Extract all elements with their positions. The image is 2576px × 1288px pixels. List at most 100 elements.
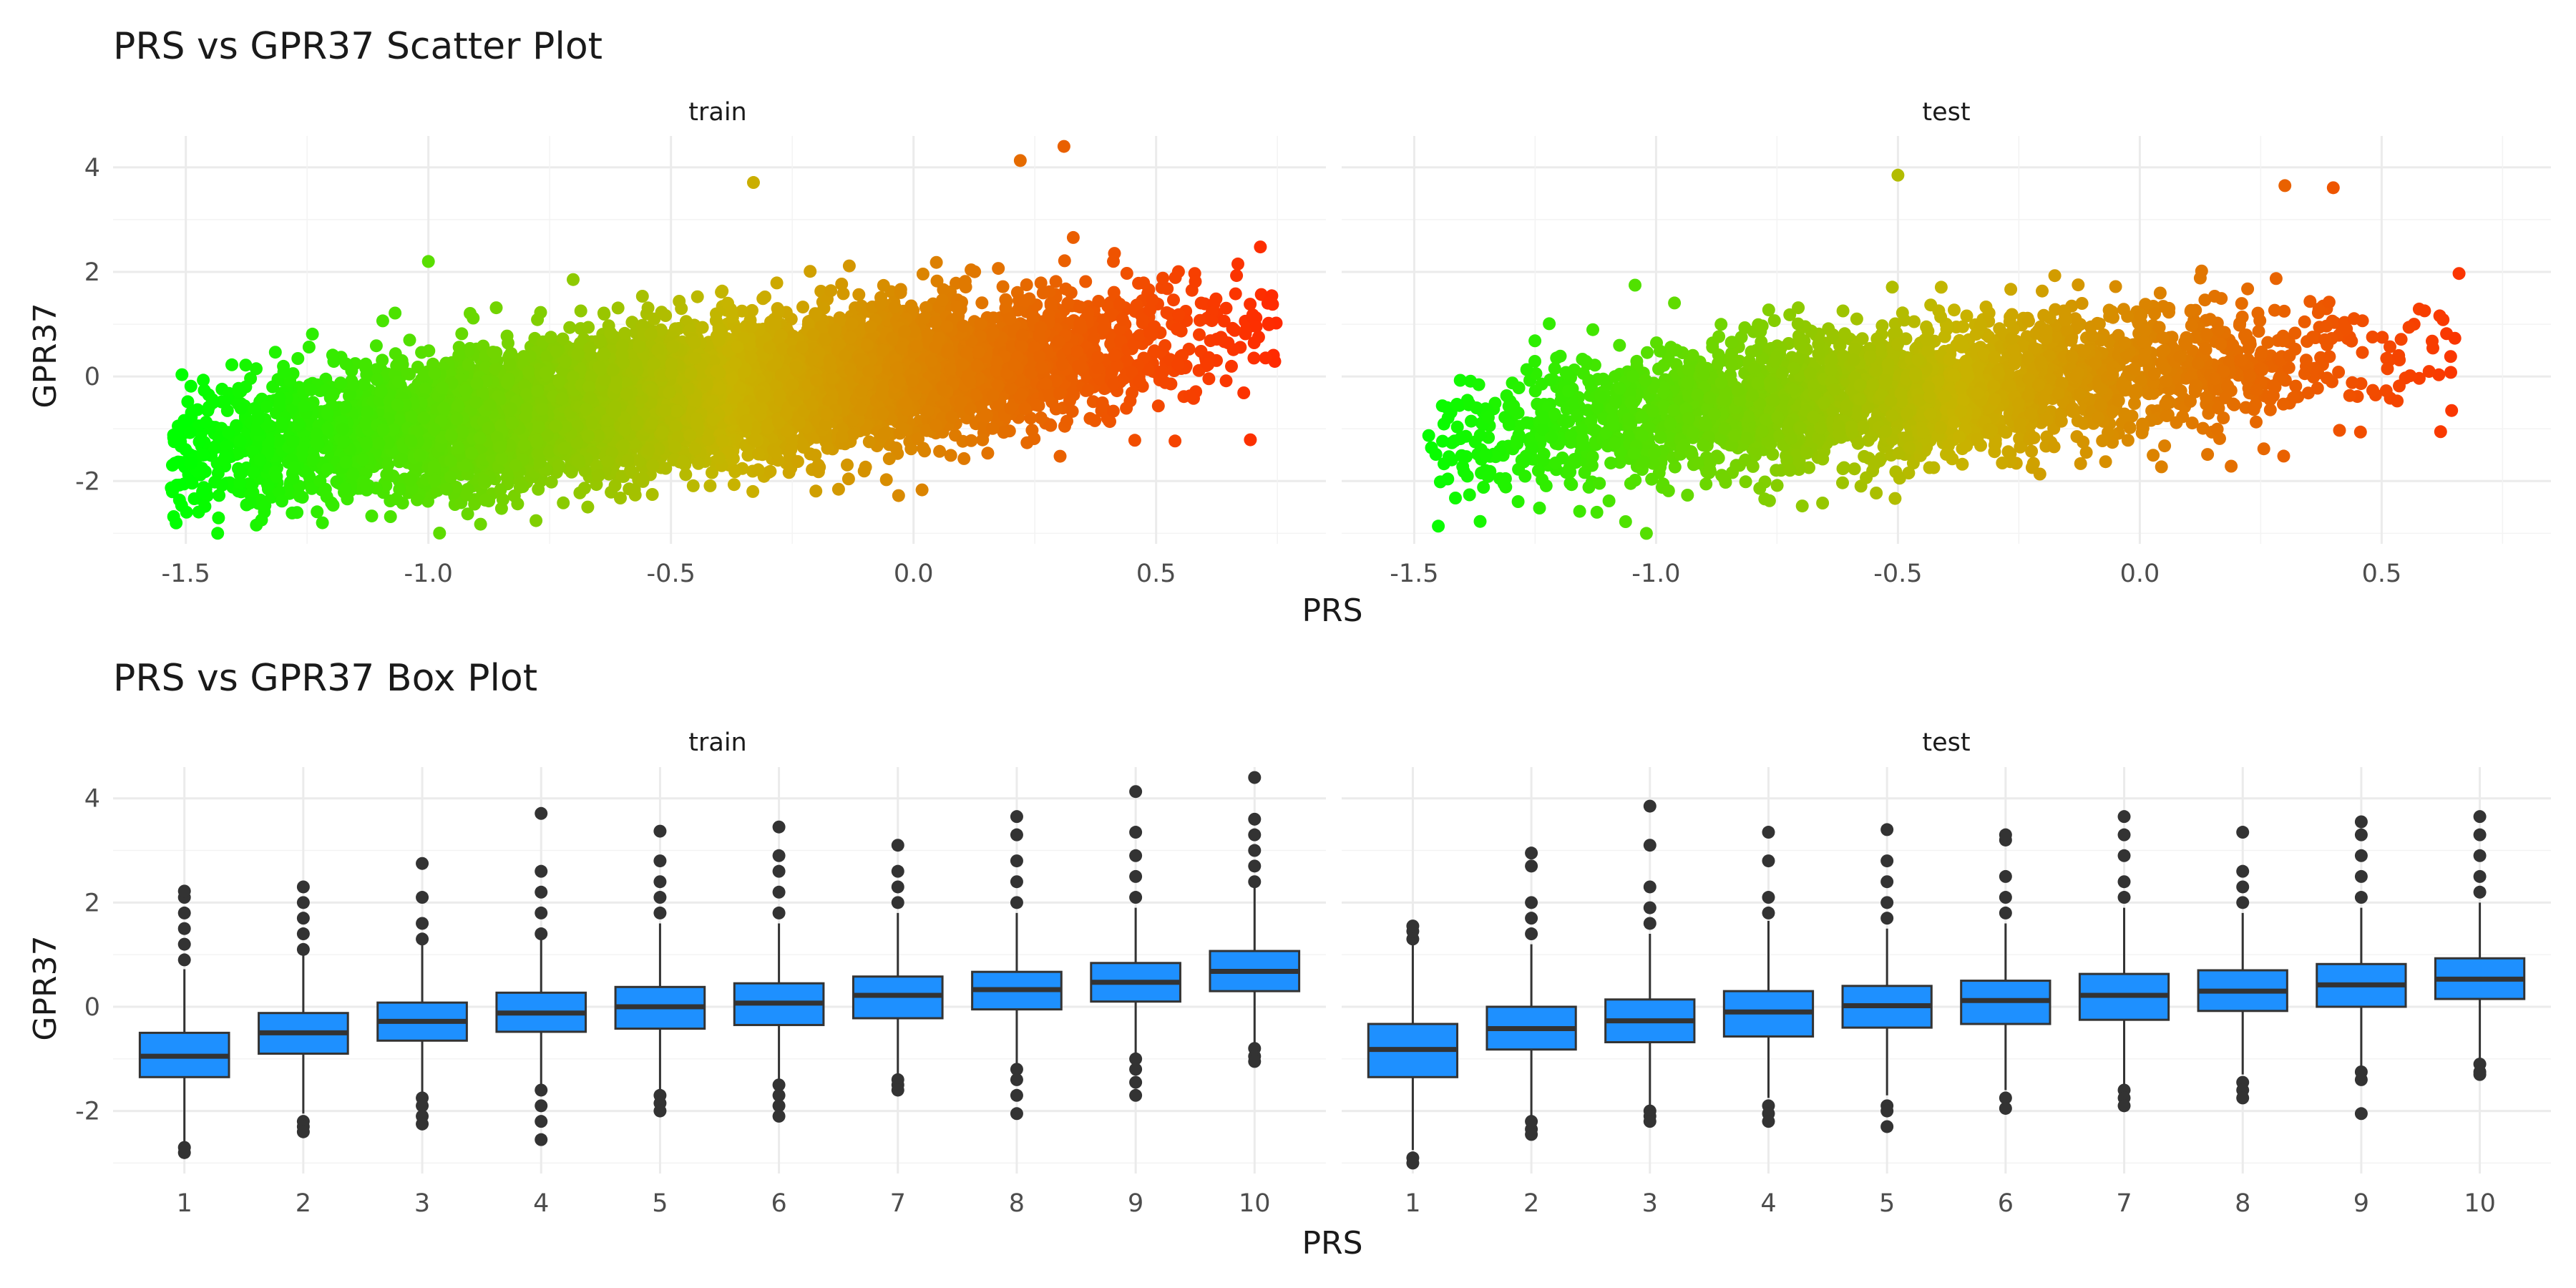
x-tick-label: 2: [1523, 1189, 1539, 1218]
scatter-point: [987, 311, 1000, 325]
scatter-point: [1081, 384, 1095, 397]
scatter-point: [1219, 374, 1233, 388]
scatter-point: [691, 290, 704, 303]
scatter-point: [879, 473, 893, 487]
scatter-point: [696, 321, 709, 334]
scatter-point: [841, 458, 854, 472]
scatter-point: [369, 363, 383, 376]
scatter-point: [635, 290, 649, 303]
scatter-point: [213, 489, 226, 502]
scatter-point: [915, 483, 929, 497]
scatter-point: [530, 514, 543, 527]
scatter-point: [981, 447, 995, 460]
scatter-point: [857, 464, 871, 478]
x-tick-label: 2: [296, 1189, 311, 1218]
scatter-point: [842, 259, 856, 273]
scatter-point: [741, 449, 755, 462]
scatter-point: [813, 460, 826, 474]
scatter-point: [835, 278, 849, 291]
scatter-point: [1247, 351, 1261, 365]
x-tick-label: 8: [1009, 1189, 1025, 1218]
x-tick-label: 0.0: [2120, 560, 2160, 588]
scatter-point: [1036, 286, 1050, 300]
scatter-point: [1079, 275, 1093, 288]
y-tick-label: -2: [75, 1098, 100, 1126]
y-tick-label: 4: [84, 785, 100, 814]
scatter-point: [172, 493, 186, 507]
scatter-point: [1108, 247, 1121, 260]
scatter-point: [1193, 328, 1206, 341]
scatter-point: [183, 426, 197, 439]
scatter-point: [1120, 401, 1133, 415]
scatter-point: [1020, 278, 1033, 291]
x-tick-label: 6: [771, 1189, 786, 1218]
scatter-point: [645, 488, 659, 501]
scatter-point: [1230, 269, 1244, 283]
scatter-point: [1259, 351, 1272, 365]
y-tick-label: 0: [84, 993, 100, 1022]
y-axis-label: GPR37: [27, 303, 64, 408]
scatter-point: [1262, 318, 1276, 331]
x-tick-label: -1.5: [1390, 560, 1438, 588]
scatter-point: [686, 479, 700, 492]
scatter-point: [746, 303, 758, 317]
x-tick-label: 9: [2353, 1189, 2369, 1218]
scatter-point: [841, 472, 855, 486]
x-tick-label: 5: [1879, 1189, 1895, 1218]
x-tick-label: 0.0: [894, 560, 934, 588]
scatter-point: [1217, 314, 1231, 328]
x-axis-label: PRS: [1302, 1225, 1362, 1262]
scatter-point: [389, 347, 402, 361]
scatter-point: [852, 288, 866, 301]
x-tick-label: 0.5: [1136, 560, 1176, 588]
scatter-point: [180, 505, 193, 519]
scatter-point: [339, 357, 353, 371]
scatter-point: [1049, 402, 1063, 416]
scatter-points-layer: [165, 140, 2466, 540]
scatter-point: [545, 475, 558, 489]
y-tick-label: 0: [84, 363, 100, 391]
scatter-point: [1169, 270, 1182, 284]
scatter-point: [804, 265, 817, 278]
y-tick-label: 4: [84, 154, 100, 182]
scatter-point: [461, 507, 474, 521]
x-tick-label: 3: [1642, 1189, 1658, 1218]
scatter-point: [614, 492, 627, 504]
x-tick-label: 4: [533, 1189, 549, 1218]
scatter-point: [611, 301, 625, 315]
strip-label-train: train: [688, 728, 746, 757]
scatter-point: [196, 485, 210, 498]
x-tick-label: -1.0: [1631, 560, 1680, 588]
scatter-point: [239, 358, 253, 372]
scatter-point: [266, 380, 280, 394]
scatter-point: [997, 426, 1010, 439]
scatter-point: [384, 510, 397, 523]
x-tick-label: 6: [1998, 1189, 2014, 1218]
x-tick-label: 10: [1239, 1189, 1271, 1218]
grid-layer: [113, 136, 2551, 1174]
strip-label-train: train: [688, 98, 746, 127]
scatter-point: [1219, 301, 1233, 315]
x-tick-label: 5: [652, 1189, 668, 1218]
scatter-point: [1229, 287, 1242, 301]
scatter-point: [582, 321, 595, 334]
scatter-point: [325, 496, 338, 509]
scatter-point: [192, 435, 206, 449]
scatter-point: [770, 276, 784, 290]
scatter-point: [1053, 449, 1067, 463]
scatter-point: [1128, 434, 1141, 447]
scatter-point: [479, 493, 492, 507]
strip-label-test: test: [1922, 728, 1970, 757]
scatter-point: [809, 449, 822, 462]
scatter-point: [286, 506, 299, 519]
scatter-point: [531, 313, 545, 326]
x-tick-label: 1: [177, 1189, 192, 1218]
scatter-point: [763, 464, 777, 478]
y-axis-label: GPR37: [27, 935, 64, 1040]
scatter-point: [1254, 240, 1267, 254]
scatter-point: [311, 505, 324, 519]
scatter-point: [836, 287, 850, 301]
x-tick-label: -0.5: [1873, 560, 1922, 588]
